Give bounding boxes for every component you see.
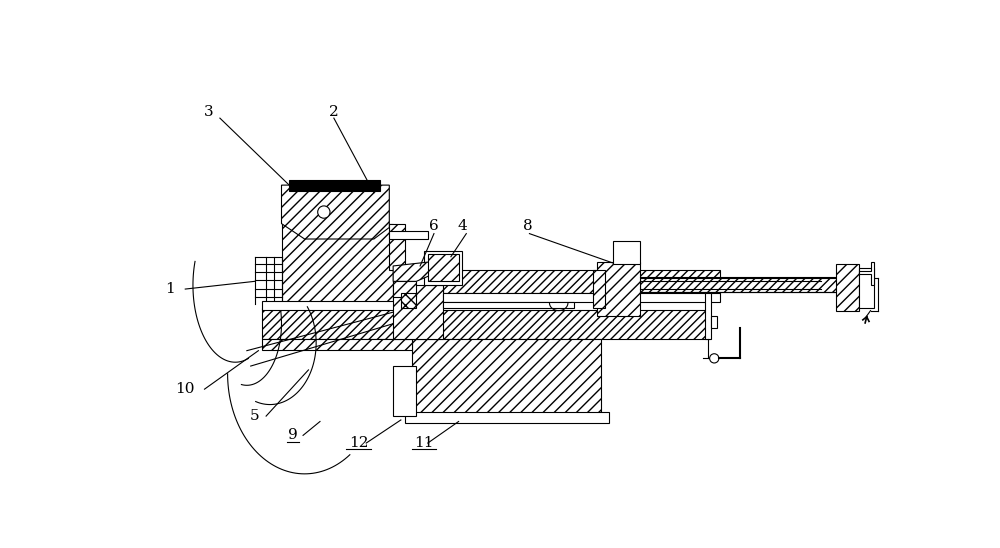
Bar: [705, 293, 711, 339]
Bar: [593, 270, 605, 309]
Circle shape: [318, 206, 330, 218]
Bar: [836, 265, 859, 311]
Bar: [262, 339, 412, 350]
Bar: [711, 316, 717, 328]
Bar: [412, 339, 601, 416]
Text: 2: 2: [329, 105, 339, 119]
Bar: [859, 267, 874, 307]
Bar: [393, 285, 443, 339]
Bar: [443, 270, 720, 293]
Text: 4: 4: [458, 219, 467, 233]
Bar: [613, 241, 640, 265]
Bar: [389, 231, 428, 239]
Bar: [428, 254, 459, 281]
Circle shape: [710, 354, 719, 363]
Bar: [640, 278, 847, 292]
Bar: [393, 281, 416, 297]
Text: 8: 8: [523, 219, 533, 233]
Text: 11: 11: [414, 436, 434, 450]
Bar: [262, 309, 709, 339]
Bar: [405, 412, 609, 423]
Text: 6: 6: [429, 219, 439, 233]
Polygon shape: [393, 262, 443, 281]
Text: 1: 1: [165, 282, 175, 296]
Text: 10: 10: [176, 382, 195, 396]
Bar: [597, 262, 640, 316]
Bar: [443, 293, 720, 302]
Bar: [289, 180, 380, 191]
Bar: [393, 366, 416, 416]
Bar: [262, 301, 709, 310]
Bar: [443, 302, 574, 309]
Bar: [282, 224, 393, 324]
Bar: [389, 224, 405, 270]
Polygon shape: [282, 185, 389, 239]
Text: 9: 9: [288, 429, 298, 442]
Text: 12: 12: [349, 436, 368, 450]
Polygon shape: [859, 262, 874, 285]
Text: 3: 3: [204, 105, 213, 119]
Bar: [401, 293, 416, 309]
Text: 5: 5: [250, 409, 259, 423]
Bar: [424, 250, 462, 285]
